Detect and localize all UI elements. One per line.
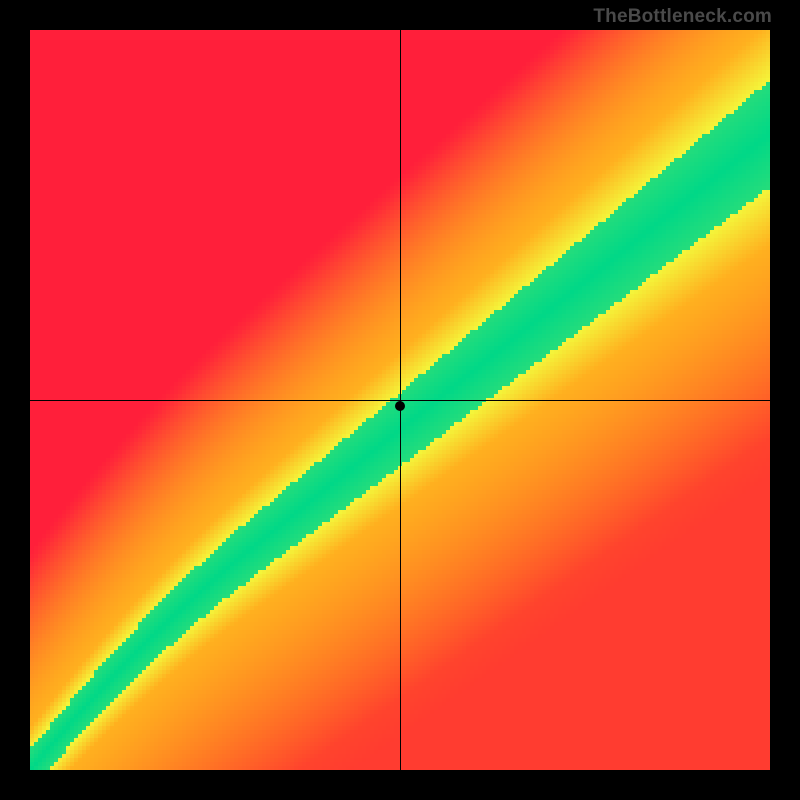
watermark-text: TheBottleneck.com [593,6,772,28]
chart-container: { "watermark": { "text": "TheBottleneck.… [0,0,800,800]
selection-marker [395,401,405,411]
